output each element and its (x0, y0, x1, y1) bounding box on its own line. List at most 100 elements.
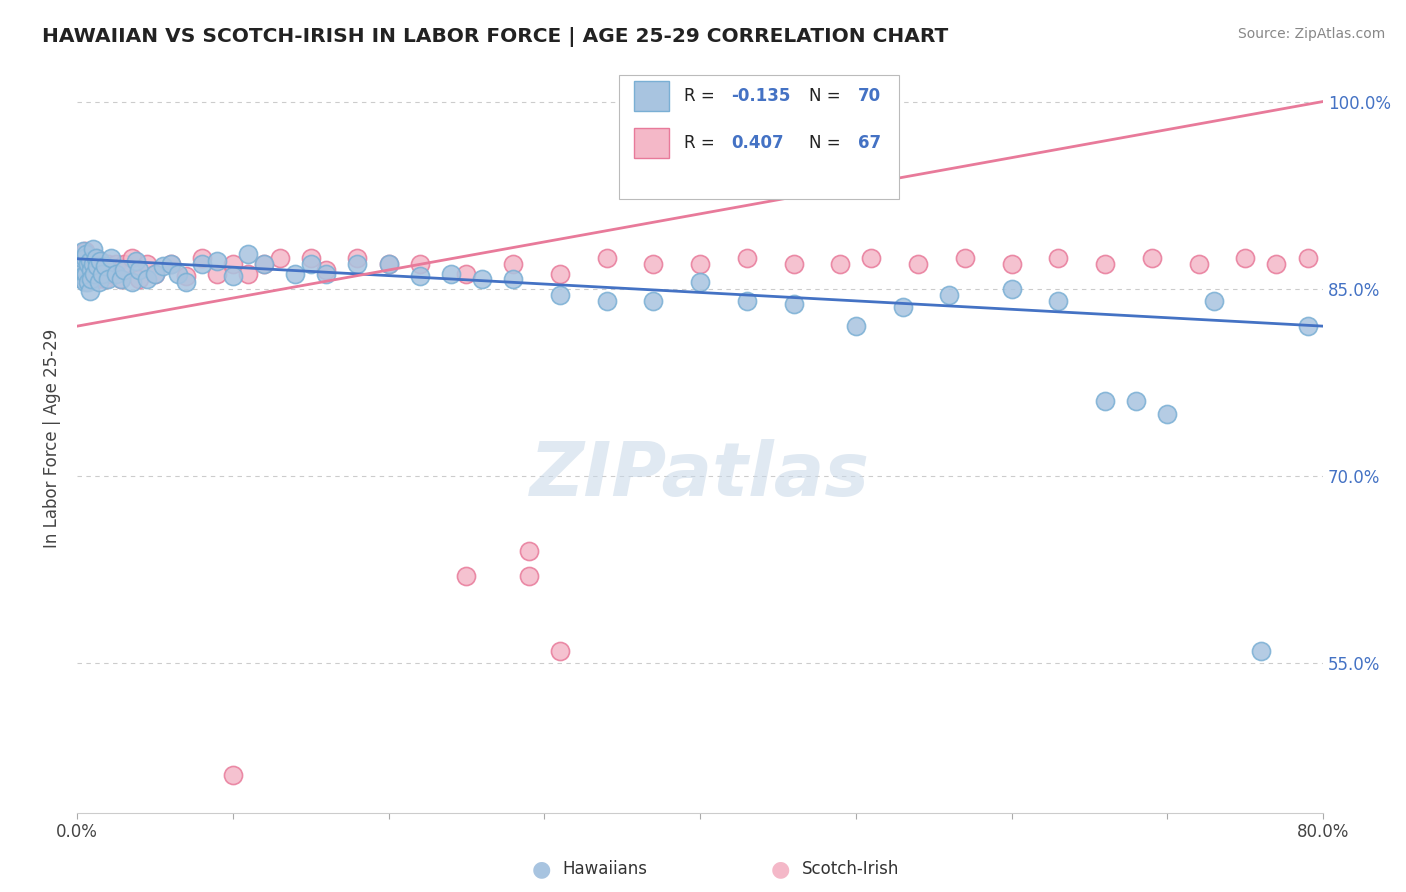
Point (502, 271, 524, 285)
Point (97, 257, 120, 271)
Point (136, 257, 159, 271)
Point (80, 267, 103, 281)
Point (174, 269, 197, 284)
Point (72, 269, 94, 284)
Point (86, 259, 108, 273)
Point (456, 267, 478, 281)
Point (222, 257, 245, 271)
Point (84, 251, 107, 265)
Point (440, 267, 463, 281)
Point (860, 251, 883, 265)
Point (143, 267, 166, 281)
Point (207, 254, 229, 268)
Y-axis label: In Labor Force | Age 25-29: In Labor Force | Age 25-29 (44, 329, 60, 548)
Point (159, 257, 181, 271)
Text: Scotch-Irish: Scotch-Irish (801, 860, 898, 878)
Point (1234, 251, 1257, 265)
Point (782, 257, 804, 271)
Point (1140, 251, 1163, 265)
Point (77, 276, 100, 290)
Point (91, 267, 114, 281)
Point (1125, 394, 1147, 409)
Text: R =: R = (683, 134, 720, 152)
Point (1047, 294, 1070, 309)
Point (643, 294, 665, 309)
Point (1047, 251, 1070, 265)
Point (222, 768, 245, 782)
Point (84, 251, 107, 265)
Point (73, 251, 96, 265)
Point (845, 319, 868, 334)
Point (67, 257, 90, 271)
Point (121, 251, 143, 265)
Point (1094, 257, 1116, 271)
Point (517, 568, 540, 582)
Point (82, 242, 104, 256)
Bar (634, 81, 669, 112)
Point (112, 263, 135, 277)
Point (735, 294, 758, 309)
Text: Hawaiians: Hawaiians (562, 860, 647, 878)
Point (174, 276, 197, 290)
Point (190, 257, 212, 271)
Text: 0.407: 0.407 (731, 134, 785, 152)
Point (891, 301, 914, 315)
Point (1187, 257, 1209, 271)
Point (253, 257, 276, 271)
Point (94, 259, 117, 273)
Text: ZIPatlas: ZIPatlas (530, 440, 870, 512)
Point (377, 257, 399, 271)
Point (548, 643, 571, 657)
Point (77, 257, 100, 271)
Point (75, 254, 97, 268)
Point (595, 251, 617, 265)
Point (1001, 282, 1024, 296)
Point (1296, 251, 1319, 265)
Point (79, 284, 101, 298)
Point (643, 257, 665, 271)
Point (315, 263, 337, 277)
Point (82, 257, 104, 271)
Text: 67: 67 (859, 134, 882, 152)
Point (346, 257, 368, 271)
Point (1001, 257, 1024, 271)
Point (299, 251, 322, 265)
Point (70, 271, 93, 285)
Text: HAWAIIAN VS SCOTCH-IRISH IN LABOR FORCE | AGE 25-29 CORRELATION CHART: HAWAIIAN VS SCOTCH-IRISH IN LABOR FORCE … (42, 27, 949, 46)
Text: -0.135: -0.135 (731, 87, 790, 105)
Point (548, 267, 571, 281)
Point (595, 294, 617, 309)
Point (548, 288, 571, 302)
Point (91, 263, 114, 277)
Bar (634, 128, 669, 158)
Point (159, 257, 181, 271)
Point (517, 543, 540, 558)
Point (128, 263, 150, 277)
Point (67, 257, 90, 271)
Point (72, 271, 94, 285)
Point (456, 568, 478, 582)
Point (83, 267, 105, 281)
Point (143, 267, 166, 281)
Text: ●: ● (531, 859, 551, 879)
Point (125, 254, 148, 268)
Point (110, 271, 132, 285)
Point (253, 257, 276, 271)
Point (269, 251, 291, 265)
Point (79, 251, 101, 265)
Point (409, 269, 432, 284)
Bar (619, 75, 900, 199)
Point (377, 257, 399, 271)
Point (112, 257, 135, 271)
Point (110, 271, 132, 285)
Point (1094, 394, 1116, 409)
Point (1156, 407, 1178, 421)
Point (953, 251, 976, 265)
Point (70, 254, 93, 268)
Point (136, 271, 159, 285)
Point (167, 267, 190, 281)
Point (79, 254, 101, 268)
Point (190, 251, 212, 265)
Point (346, 251, 368, 265)
Point (80, 271, 103, 285)
